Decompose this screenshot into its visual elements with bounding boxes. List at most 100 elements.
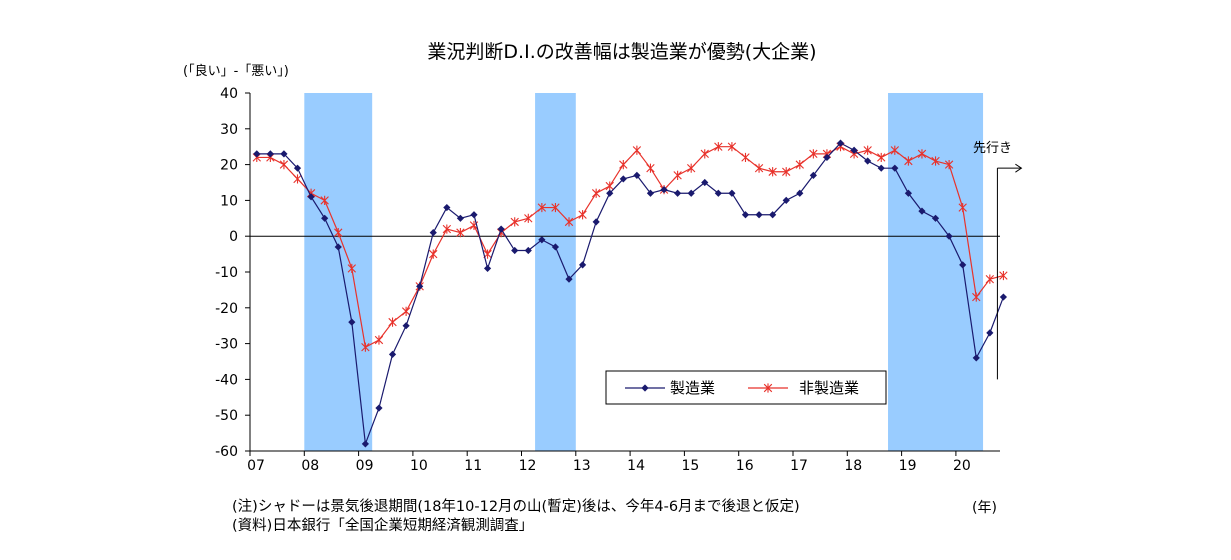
legend-label: 製造業 [670, 379, 715, 397]
legend-item-1: 製造業 [625, 379, 715, 397]
data-point [809, 149, 818, 159]
data-point [632, 145, 642, 155]
data-point [361, 342, 370, 352]
data-point [836, 139, 845, 147]
x-tick-label: 13 [573, 458, 591, 474]
data-point [524, 213, 533, 223]
note-line-1: (注)シャドーは景気後退期間(18年10-12月の山(暫定)後は、今年4-6月ま… [232, 498, 800, 515]
data-point [864, 157, 872, 165]
series-layer [252, 139, 1008, 448]
data-point [904, 156, 913, 166]
data-point [727, 142, 737, 152]
data-point [307, 193, 315, 201]
data-point [931, 156, 940, 166]
x-tick-label: 10 [410, 458, 428, 474]
chart-title: 業況判断D.I.の改善幅は製造業が優勢(大企業) [427, 41, 816, 63]
data-point [646, 189, 655, 197]
legend-swatch-marker [763, 383, 773, 393]
data-point [755, 211, 763, 219]
data-point [958, 202, 967, 213]
data-point [809, 171, 817, 179]
data-point [918, 207, 926, 215]
data-point [334, 243, 342, 251]
data-point [606, 189, 614, 197]
recession-band-3 [888, 93, 984, 451]
data-point [768, 167, 777, 177]
x-tick-label: 12 [519, 458, 537, 474]
data-point [972, 354, 980, 362]
y-tick-label: -50 [215, 408, 238, 424]
data-point [619, 175, 627, 183]
x-tick-label: 16 [736, 458, 754, 474]
data-point [361, 440, 369, 448]
x-tick-label: 11 [464, 458, 482, 474]
data-point [931, 214, 940, 222]
recession-band-1 [304, 93, 373, 451]
data-point [646, 163, 655, 173]
data-point [375, 404, 383, 412]
data-point [293, 174, 302, 184]
data-point [429, 229, 437, 237]
data-point [674, 189, 682, 197]
data-point [687, 189, 695, 197]
data-point [578, 210, 587, 220]
data-point [850, 146, 858, 154]
data-point [537, 202, 547, 213]
data-point [714, 189, 722, 197]
data-point [686, 163, 696, 173]
data-point [714, 142, 723, 152]
data-point [741, 152, 750, 163]
legend-label: 非製造業 [799, 379, 859, 397]
x-tick-label: 14 [627, 458, 645, 474]
data-point [321, 214, 329, 222]
data-point [320, 195, 329, 205]
data-point [388, 317, 397, 327]
data-point [280, 150, 288, 158]
y-axis-label: (「良い」-「悪い」) [183, 63, 289, 79]
data-point [402, 322, 410, 330]
data-point [510, 217, 519, 227]
data-point [416, 282, 424, 290]
x-tick-label: 07 [247, 458, 265, 474]
data-point [741, 211, 750, 219]
data-point [592, 218, 600, 226]
recession-shading [304, 93, 984, 451]
forecast-label: 先行き [973, 141, 1012, 156]
data-point [374, 335, 384, 345]
data-point [511, 246, 519, 255]
data-point [890, 145, 900, 155]
data-point [660, 186, 668, 194]
data-point [633, 171, 641, 179]
legend-swatch-marker [641, 384, 649, 392]
y-tick-label: -60 [215, 444, 238, 460]
data-point [959, 261, 967, 269]
x-tick-label: 20 [953, 458, 971, 474]
data-point [591, 188, 601, 198]
data-point [673, 170, 682, 180]
data-point [538, 236, 546, 244]
data-point [565, 275, 573, 283]
data-point [701, 178, 709, 187]
data-point [279, 160, 289, 170]
data-point [470, 211, 478, 219]
data-point [823, 153, 831, 162]
data-point [877, 152, 886, 163]
data-point [456, 214, 465, 222]
data-point [551, 243, 560, 251]
data-point [619, 160, 628, 170]
data-point [795, 160, 804, 170]
y-tick-label: -40 [215, 372, 238, 388]
data-point [293, 164, 302, 172]
data-point [904, 189, 912, 197]
y-tick-label: -30 [215, 337, 238, 353]
x-tick-label: 08 [301, 458, 319, 474]
data-point [551, 202, 560, 213]
data-point [429, 249, 438, 259]
data-point [388, 350, 397, 358]
y-tick-label: -10 [215, 265, 238, 281]
y-tick-label: 20 [220, 158, 238, 174]
forecast-arrow-head [1015, 163, 1023, 173]
data-point [769, 211, 777, 219]
data-point [863, 145, 872, 155]
